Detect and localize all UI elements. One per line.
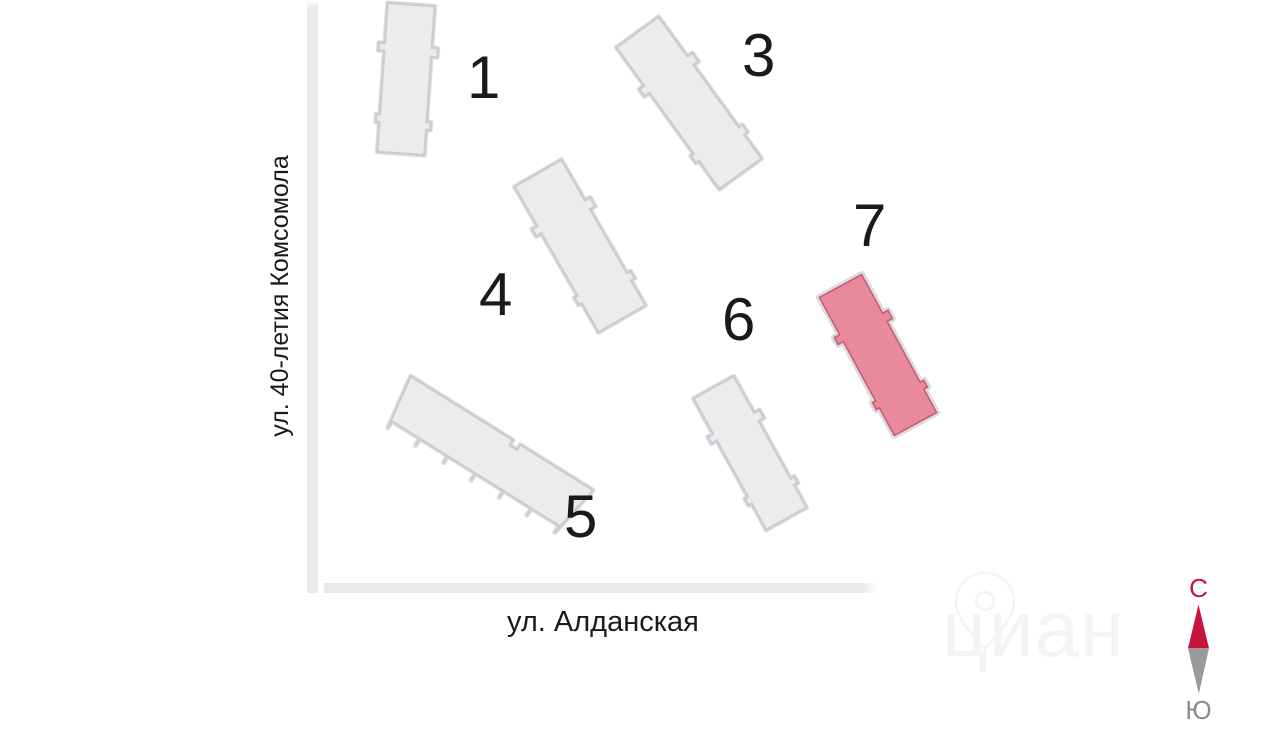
svg-text:ул. 40-летия Комсомола: ул. 40-летия Комсомола [266, 155, 294, 437]
svg-text:Ю: Ю [1185, 695, 1211, 725]
svg-text:6: 6 [722, 286, 755, 353]
svg-text:5: 5 [564, 483, 597, 550]
svg-text:4: 4 [479, 261, 512, 328]
svg-text:1: 1 [467, 44, 500, 111]
svg-text:циан: циан [942, 584, 1125, 673]
svg-text:ул. Алданская: ул. Алданская [507, 606, 699, 638]
svg-text:С: С [1189, 573, 1208, 603]
svg-text:7: 7 [853, 192, 886, 259]
svg-text:3: 3 [742, 22, 775, 89]
